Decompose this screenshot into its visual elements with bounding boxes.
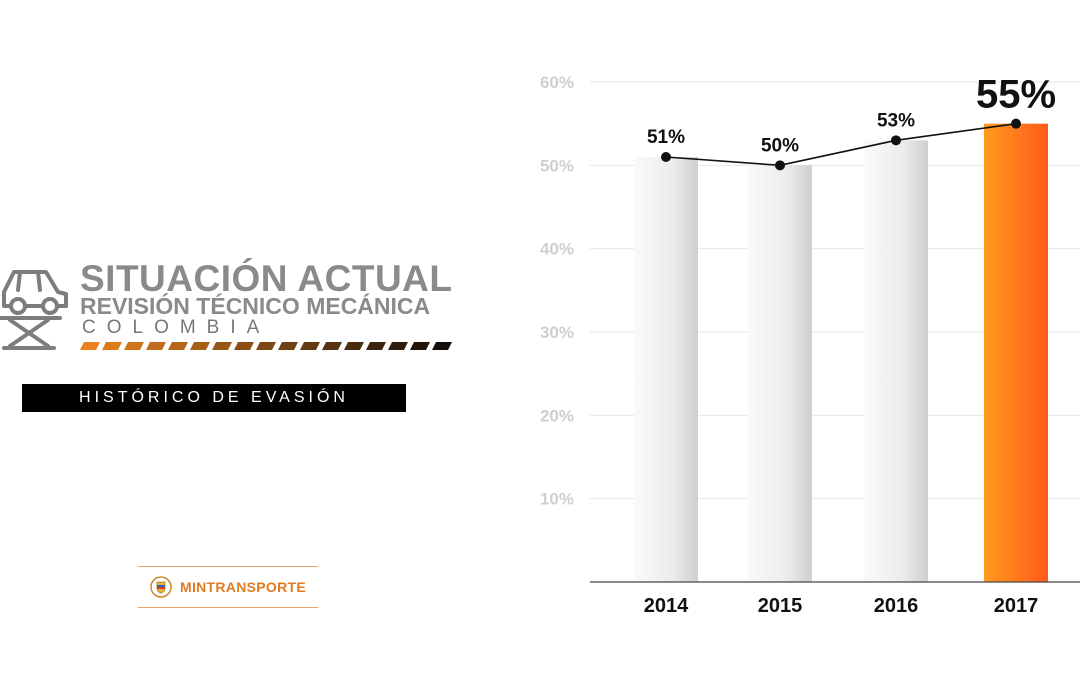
bar-2014 — [634, 157, 698, 582]
data-label: 55% — [976, 73, 1056, 117]
dash-segment — [102, 342, 122, 350]
dash-segment — [432, 342, 452, 350]
y-tick-label: 60% — [540, 73, 574, 92]
trend-point — [661, 152, 671, 162]
dash-segment — [80, 342, 100, 350]
trend-line — [665, 122, 1017, 167]
dash-strip-decoration — [80, 342, 452, 350]
x-tick-label: 2015 — [758, 595, 803, 617]
dash-segment — [322, 342, 342, 350]
dash-segment — [278, 342, 298, 350]
car-lift-icon — [0, 270, 68, 350]
dash-segment — [388, 342, 408, 350]
bar-2016 — [864, 140, 928, 582]
trend-point — [1011, 118, 1021, 129]
coat-of-arms-icon — [150, 576, 172, 598]
dash-segment — [212, 342, 232, 350]
data-label: 51% — [647, 127, 685, 148]
section-tag: HISTÓRICO DE EVASIÓN — [22, 384, 406, 412]
bar-2015 — [748, 165, 812, 582]
y-tick-label: 40% — [540, 240, 574, 259]
trend-point — [775, 160, 785, 171]
data-label: 50% — [761, 135, 799, 156]
logo-text: MINTRANSPORTE — [179, 579, 306, 595]
dash-segment — [410, 342, 430, 350]
y-tick-label: 10% — [540, 490, 574, 509]
dash-segment — [234, 342, 254, 350]
y-tick-label: 30% — [540, 323, 574, 342]
trend-point — [891, 135, 901, 146]
evasion-bar-chart: 10% 20% 30% 40% 50% 60% 2014 2015 2016 2017 51% 50… — [540, 73, 1080, 617]
bar-2017 — [984, 123, 1048, 583]
dash-segment — [256, 342, 276, 350]
logo: MINTRANSPORTE — [138, 566, 318, 608]
x-tick-label: 2017 — [994, 595, 1039, 617]
x-tick-label: 2014 — [644, 595, 689, 617]
dash-segment — [168, 342, 188, 350]
y-tick-label: 50% — [540, 156, 574, 175]
dash-segment — [344, 342, 364, 350]
data-label: 53% — [877, 110, 915, 131]
y-tick-label: 20% — [540, 406, 574, 425]
title-subtitle: REVISIÓN TÉCNICO MECÁNICA — [80, 293, 431, 319]
title-country: COLOMBIA — [82, 317, 271, 338]
dash-segment — [366, 342, 386, 350]
dash-segment — [146, 342, 166, 350]
x-tick-label: 2016 — [874, 595, 919, 617]
dash-segment — [300, 342, 320, 350]
dash-segment — [190, 342, 210, 350]
dash-segment — [124, 342, 144, 350]
title-main: SITUACIÓN ACTUAL — [80, 258, 453, 299]
